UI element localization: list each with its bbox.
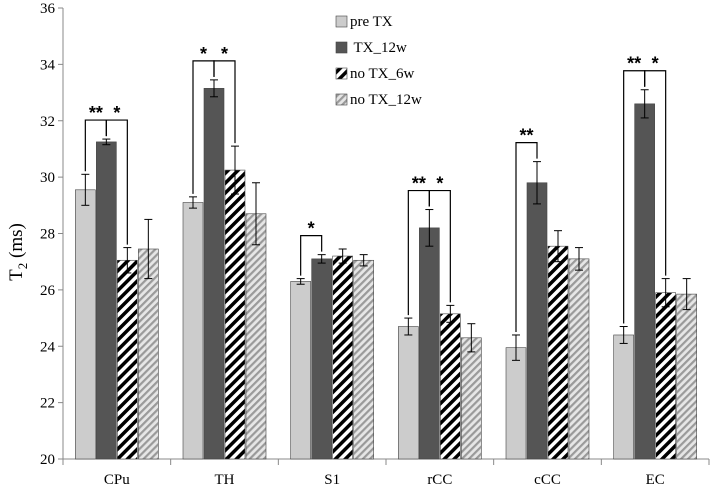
bar: [290, 281, 311, 460]
bar: [353, 259, 374, 460]
bar: [505, 347, 527, 460]
bar: [526, 182, 548, 460]
y-tick-label: 26: [40, 283, 56, 299]
bar: [398, 326, 419, 460]
bar: [419, 227, 440, 460]
y-tick-label: 36: [40, 1, 56, 17]
y-tick-label: 24: [40, 339, 56, 355]
bar: [75, 189, 96, 460]
bar: [634, 103, 655, 460]
legend-label: TX_12w: [350, 40, 407, 56]
bar: [203, 88, 225, 460]
x-tick-label: EC: [646, 472, 665, 488]
x-tick-label: S1: [324, 472, 340, 488]
bar: [245, 213, 267, 460]
bar: [138, 248, 159, 460]
significance-label: *: [308, 219, 315, 239]
significance-label: **: [627, 54, 641, 74]
y-axis-label-sub: 2: [15, 263, 30, 270]
legend-swatch: [335, 41, 348, 54]
legend-swatch: [335, 67, 348, 80]
significance-bracket: [428, 189, 451, 303]
y-tick-label: 30: [40, 170, 55, 186]
bar: [332, 255, 353, 460]
x-tick-label: rCC: [427, 472, 452, 488]
legend-swatch: [335, 15, 348, 28]
bar: [117, 259, 138, 460]
significance-bracket: [213, 60, 236, 144]
bar: [440, 313, 461, 460]
significance-bracket: [300, 235, 323, 276]
bar: [568, 258, 590, 460]
y-axis-label: T2 (ms): [6, 223, 30, 281]
bar: [461, 337, 482, 460]
bar: [96, 141, 117, 460]
significance-bracket: [515, 142, 538, 332]
bar: [224, 169, 246, 460]
y-tick-label: 22: [40, 396, 55, 412]
axes: 20 22 24 26 28 30 32 34 36 CPu TH S1 rCC cCC EC: [40, 1, 710, 488]
bar: [547, 245, 569, 460]
x-tick-label: TH: [215, 472, 235, 488]
significance-label: *: [200, 44, 207, 64]
legend-label: pre TX: [350, 14, 393, 30]
legend-swatch: [335, 93, 348, 106]
bar: [676, 293, 697, 460]
y-axis-label-unit: (ms): [6, 223, 27, 263]
y-tick-label: 34: [40, 57, 56, 73]
significance-bracket: [644, 70, 667, 276]
legend-label: no TX_6w: [350, 66, 414, 82]
bar: [655, 292, 676, 460]
significance-label: *: [652, 54, 659, 74]
significance-brackets: ** ** **** ***** *: [84, 44, 667, 332]
significance-label: **: [519, 126, 533, 146]
bars: [75, 88, 697, 460]
significance-bracket: [105, 119, 128, 245]
significance-label: *: [221, 44, 228, 64]
y-tick-label: 32: [40, 114, 55, 130]
significance-label: *: [113, 103, 120, 123]
x-tick-label: CPu: [104, 472, 130, 488]
error-bars: [81, 79, 691, 361]
significance-label: *: [436, 174, 443, 194]
significance-label: **: [412, 174, 426, 194]
x-tick-label: cCC: [534, 472, 561, 488]
y-axis-label-main: T: [6, 269, 27, 281]
y-tick-label: 28: [40, 227, 55, 243]
y-tick-label: 20: [40, 452, 55, 468]
bar: [311, 258, 332, 460]
legend-label: no TX_12w: [350, 92, 422, 108]
bar: [182, 202, 204, 460]
significance-label: **: [89, 103, 103, 123]
bar: [613, 334, 634, 460]
